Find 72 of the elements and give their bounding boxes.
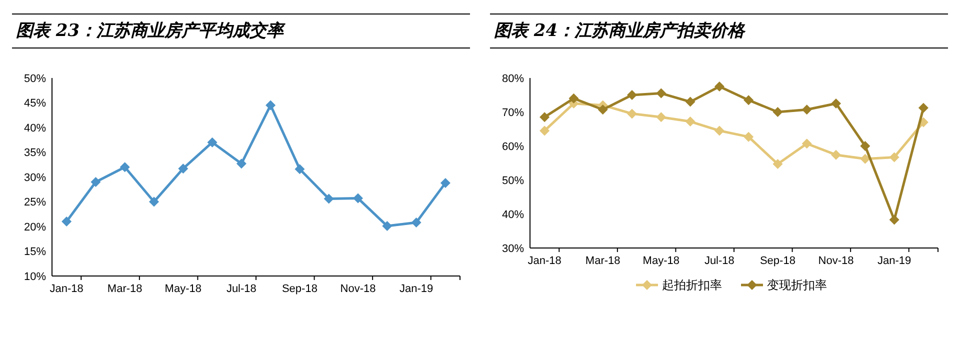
y-tick-label: 10%: [24, 270, 46, 283]
point: [918, 102, 928, 113]
y-tick-label: 25%: [24, 196, 46, 209]
x-tick-label: May-18: [164, 283, 202, 295]
point: [831, 98, 841, 108]
x-tick-label: Jan-19: [399, 283, 434, 295]
point: [324, 194, 334, 204]
x-tick-label: Mar-18: [107, 283, 142, 295]
point: [860, 141, 870, 151]
point: [294, 164, 305, 174]
x-tick-label: Jan-19: [877, 255, 912, 267]
x-tick-label: Mar-18: [585, 255, 620, 267]
point: [744, 132, 754, 142]
y-tick-label: 50%: [24, 72, 46, 85]
point: [772, 107, 783, 117]
point: [802, 138, 812, 149]
x-tick-label: Sep-18: [282, 283, 318, 295]
point: [353, 193, 363, 204]
point: [656, 112, 666, 122]
point: [149, 196, 159, 207]
point: [382, 221, 392, 232]
x-tick-label: Jul-18: [226, 283, 256, 295]
chart-title: 图表 24：江苏商业房产拍卖价格: [494, 21, 747, 41]
x-tick-label: Jan-18: [50, 283, 84, 295]
legend-label: 起拍折扣率: [662, 278, 722, 292]
point: [860, 154, 870, 164]
point: [831, 150, 841, 160]
y-tick-label: 20%: [24, 221, 46, 234]
point: [266, 100, 276, 110]
point: [889, 152, 900, 162]
x-tick-label: Nov-18: [340, 283, 376, 295]
chart-title: 图表 23：江苏商业房产平均成交率: [16, 21, 286, 41]
point: [598, 104, 608, 115]
point: [685, 96, 696, 107]
point: [714, 126, 724, 136]
point: [568, 93, 579, 104]
point: [627, 108, 637, 119]
y-tick-label: 50%: [502, 174, 524, 187]
y-tick-label: 40%: [502, 208, 524, 221]
point: [120, 162, 130, 172]
x-tick-label: Jan-18: [528, 255, 562, 267]
point: [685, 116, 696, 127]
y-tick-label: 35%: [24, 147, 46, 160]
y-tick-label: 15%: [24, 246, 46, 258]
point: [714, 82, 724, 92]
y-tick-label: 60%: [502, 140, 524, 153]
point: [440, 178, 450, 188]
point: [744, 95, 754, 106]
y-tick-label: 45%: [24, 98, 46, 110]
point: [62, 216, 72, 227]
point: [178, 164, 188, 174]
x-tick-label: Jul-18: [704, 255, 734, 267]
y-tick-label: 40%: [24, 122, 46, 134]
point: [540, 112, 550, 122]
point: [656, 88, 666, 98]
legend-label: 变现折扣率: [767, 278, 827, 292]
x-tick-label: May-18: [642, 255, 680, 267]
point: [411, 218, 422, 228]
point: [772, 159, 783, 170]
point: [802, 104, 812, 115]
point: [627, 90, 637, 100]
point: [889, 214, 900, 225]
y-tick-label: 80%: [502, 72, 524, 85]
point: [236, 158, 246, 169]
y-tick-label: 30%: [502, 242, 524, 255]
x-tick-label: Sep-18: [760, 255, 796, 267]
y-tick-label: 70%: [502, 106, 524, 119]
point: [90, 176, 101, 187]
point: [540, 126, 550, 136]
point: [207, 137, 218, 148]
y-tick-label: 30%: [24, 172, 46, 184]
x-tick-label: Nov-18: [818, 255, 854, 267]
